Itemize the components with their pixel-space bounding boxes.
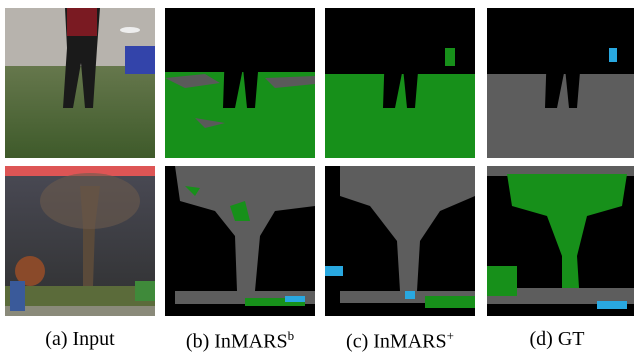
caption-text: (b) InMARS: [186, 331, 288, 353]
input-image-1: [5, 8, 155, 158]
seg-b-2: [165, 166, 315, 316]
caption: (c) InMARS+: [320, 328, 480, 354]
caption: (a) Input: [0, 328, 160, 351]
figure-images: [0, 0, 634, 320]
input-image-2: [5, 166, 155, 316]
seg-plus-2: [325, 166, 475, 316]
caption-sup: b: [288, 328, 295, 343]
seg-gt-1: [487, 8, 634, 158]
caption-text: (c) InMARS: [346, 331, 447, 353]
caption-text: (a) Input: [45, 328, 114, 350]
caption: (b) InMARSb: [160, 328, 320, 354]
caption: (d) GT: [480, 328, 634, 351]
caption-text: (d) GT: [530, 328, 585, 350]
figure: (a) Input (b) InMARSb (c) InMARS+ (d) GT: [0, 0, 634, 358]
seg-plus-1: [325, 8, 475, 158]
seg-gt-2: [487, 166, 634, 316]
seg-b-1: [165, 8, 315, 158]
caption-sup: +: [447, 328, 454, 343]
